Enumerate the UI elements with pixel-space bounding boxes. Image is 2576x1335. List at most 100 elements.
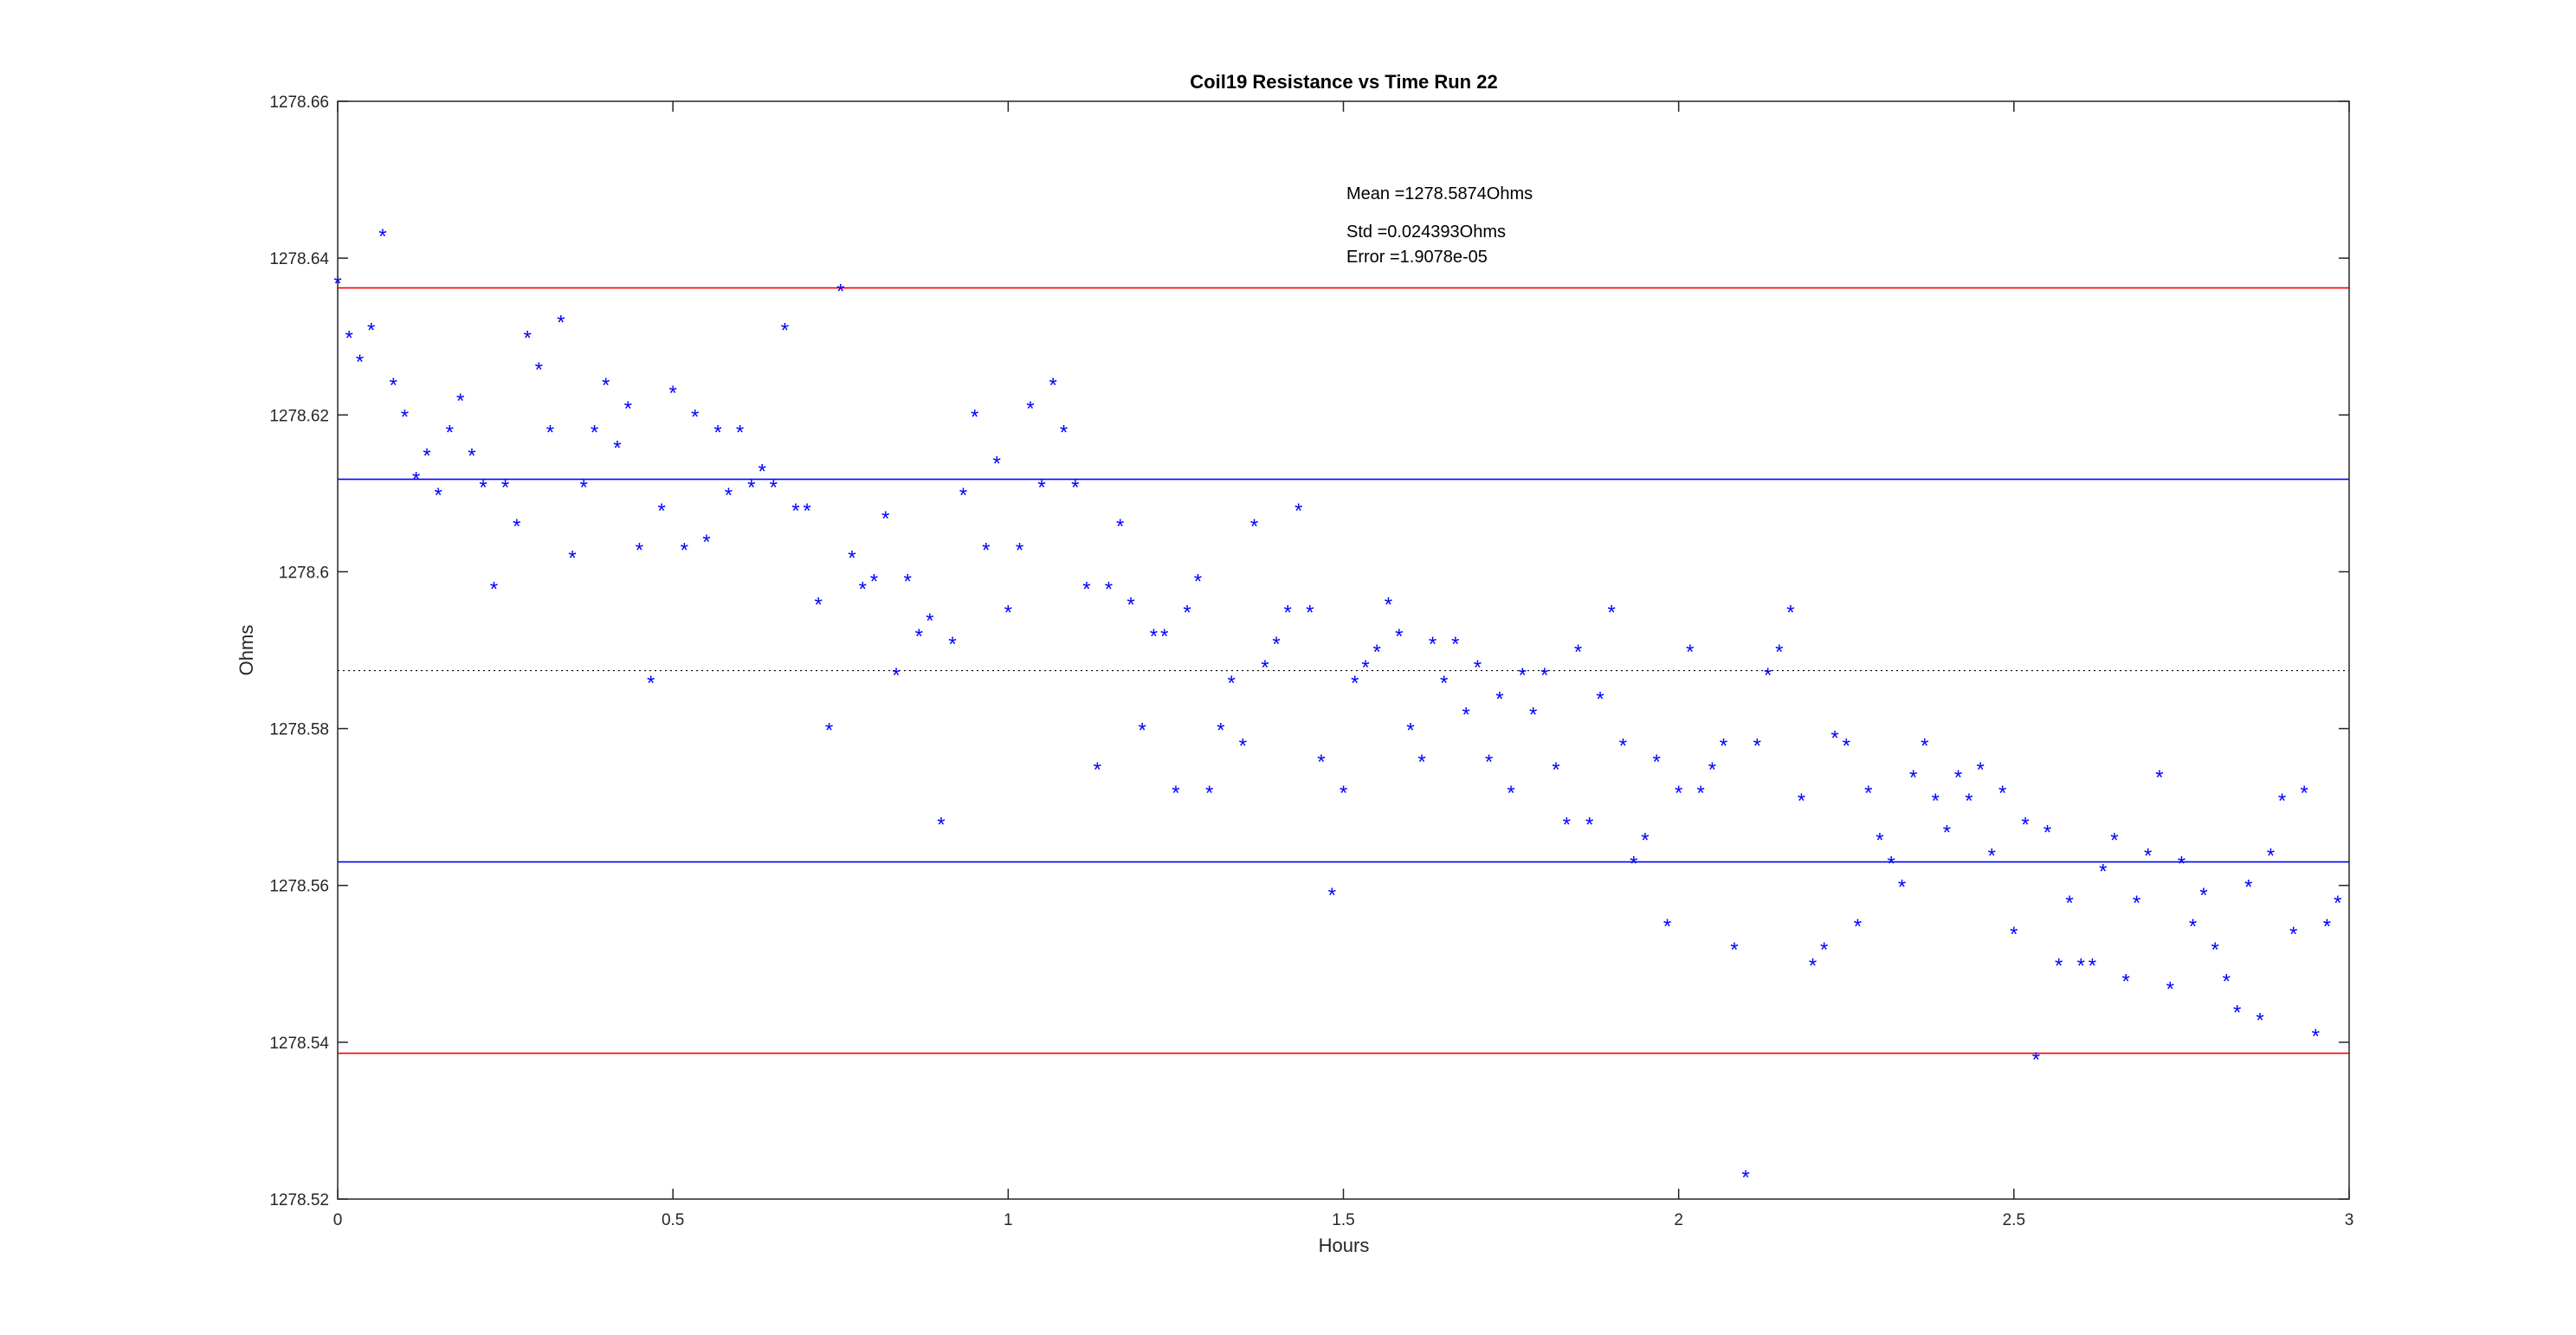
data-point: * bbox=[1049, 374, 1057, 397]
data-point: * bbox=[1697, 782, 1705, 805]
data-point: * bbox=[815, 594, 823, 617]
data-point: * bbox=[2289, 923, 2297, 946]
x-tick-label: 3 bbox=[2345, 1211, 2354, 1229]
data-point: * bbox=[836, 280, 844, 303]
data-point: * bbox=[535, 358, 543, 382]
data-point: * bbox=[1641, 829, 1649, 852]
data-point: * bbox=[1194, 570, 1202, 593]
data-point: * bbox=[736, 421, 744, 444]
data-point: * bbox=[1675, 782, 1682, 805]
data-point: * bbox=[513, 515, 520, 539]
data-point: * bbox=[2223, 970, 2231, 993]
data-point: * bbox=[870, 570, 878, 593]
data-point: * bbox=[948, 633, 956, 656]
data-point: * bbox=[602, 374, 610, 397]
data-point: * bbox=[725, 484, 733, 507]
data-point: * bbox=[2267, 844, 2275, 867]
data-point: * bbox=[2065, 892, 2073, 915]
data-point: * bbox=[2166, 977, 2174, 1001]
data-point: * bbox=[1976, 758, 1984, 782]
data-point: * bbox=[2055, 954, 2063, 977]
data-point: * bbox=[1798, 790, 1805, 813]
data-point: * bbox=[1150, 625, 1158, 648]
data-point: * bbox=[904, 570, 912, 593]
data-point: * bbox=[2155, 766, 2163, 790]
data-point: * bbox=[1764, 664, 1772, 687]
data-point: * bbox=[691, 405, 699, 429]
mean-annotation: Mean =1278.5874Ohms bbox=[1346, 184, 1533, 203]
data-point: * bbox=[2334, 892, 2341, 915]
y-tick-label: 1278.66 bbox=[269, 94, 329, 112]
data-point: * bbox=[456, 390, 464, 413]
data-point: * bbox=[2244, 876, 2252, 900]
data-point: * bbox=[546, 421, 554, 444]
y-tick-label: 1278.54 bbox=[269, 1035, 329, 1053]
data-point: * bbox=[1830, 727, 1838, 751]
data-point: * bbox=[1540, 664, 1548, 687]
data-point: * bbox=[1116, 515, 1124, 539]
data-point: * bbox=[434, 484, 442, 507]
data-point: * bbox=[2144, 844, 2152, 867]
data-point: * bbox=[1127, 594, 1134, 617]
data-point: * bbox=[971, 405, 978, 429]
data-point: * bbox=[2278, 790, 2286, 813]
data-point: * bbox=[2032, 1048, 2040, 1072]
data-point: * bbox=[702, 531, 710, 554]
data-point: * bbox=[859, 578, 867, 602]
data-point: * bbox=[1429, 633, 1436, 656]
y-tick-label: 1278.6 bbox=[279, 564, 329, 582]
data-point: * bbox=[345, 327, 352, 351]
data-point: * bbox=[781, 319, 789, 343]
x-tick-label: 2 bbox=[1674, 1211, 1683, 1229]
data-point: * bbox=[1250, 515, 1258, 539]
data-point: * bbox=[468, 445, 475, 468]
data-point: * bbox=[2178, 853, 2185, 876]
data-point: * bbox=[2233, 1002, 2241, 1025]
data-point: * bbox=[580, 476, 588, 500]
data-point: * bbox=[557, 312, 565, 335]
data-point: * bbox=[1485, 751, 1493, 774]
data-point: * bbox=[1843, 735, 1850, 758]
data-point: * bbox=[1060, 421, 1068, 444]
data-point: * bbox=[1965, 790, 1972, 813]
data-point: * bbox=[1954, 766, 1962, 790]
data-point: * bbox=[713, 421, 721, 444]
data-point: * bbox=[1854, 915, 1862, 938]
data-point: * bbox=[992, 453, 1000, 476]
data-point: * bbox=[1228, 672, 1236, 695]
data-point: * bbox=[1351, 672, 1359, 695]
data-point: * bbox=[1686, 641, 1694, 664]
data-point: * bbox=[1720, 735, 1727, 758]
reference-lines bbox=[338, 287, 2349, 1054]
data-point: * bbox=[1105, 578, 1113, 602]
data-point: * bbox=[982, 539, 990, 562]
std-annotation: Std =0.024393Ohms bbox=[1346, 222, 1506, 242]
data-point: * bbox=[2121, 970, 2129, 993]
data-point: * bbox=[915, 625, 923, 648]
data-point: * bbox=[1272, 633, 1280, 656]
x-tick-label: 0.5 bbox=[662, 1211, 684, 1229]
data-point: * bbox=[1328, 884, 1336, 907]
data-point: * bbox=[1440, 672, 1448, 695]
data-point: * bbox=[490, 578, 498, 602]
data-point: * bbox=[881, 507, 889, 531]
data-point: * bbox=[636, 539, 643, 562]
x-axis-ticks: 0 0.5 1 1.5 2 2.5 3 bbox=[333, 101, 2354, 1229]
data-point: * bbox=[1652, 751, 1660, 774]
data-point: * bbox=[2211, 938, 2218, 962]
x-tick-label: 0 bbox=[333, 1211, 343, 1229]
data-point: * bbox=[423, 445, 430, 468]
data-point: * bbox=[668, 382, 676, 405]
data-point: * bbox=[825, 719, 833, 743]
data-point: * bbox=[1585, 813, 1593, 836]
data-point: * bbox=[1519, 664, 1527, 687]
error-annotation: Error =1.9078e-05 bbox=[1346, 248, 1488, 267]
data-point: * bbox=[1217, 719, 1224, 743]
data-point: * bbox=[591, 421, 598, 444]
data-point: * bbox=[1596, 687, 1604, 711]
data-point: * bbox=[2256, 1009, 2263, 1033]
data-points: * * * * * * * * * * * * * * * * * * * * * * * * * * * * * * * * * * * * * * * *… bbox=[333, 225, 2341, 1190]
data-point: * bbox=[1004, 602, 1012, 625]
data-point: * bbox=[1619, 735, 1627, 758]
y-tick-label: 1278.62 bbox=[269, 407, 329, 425]
